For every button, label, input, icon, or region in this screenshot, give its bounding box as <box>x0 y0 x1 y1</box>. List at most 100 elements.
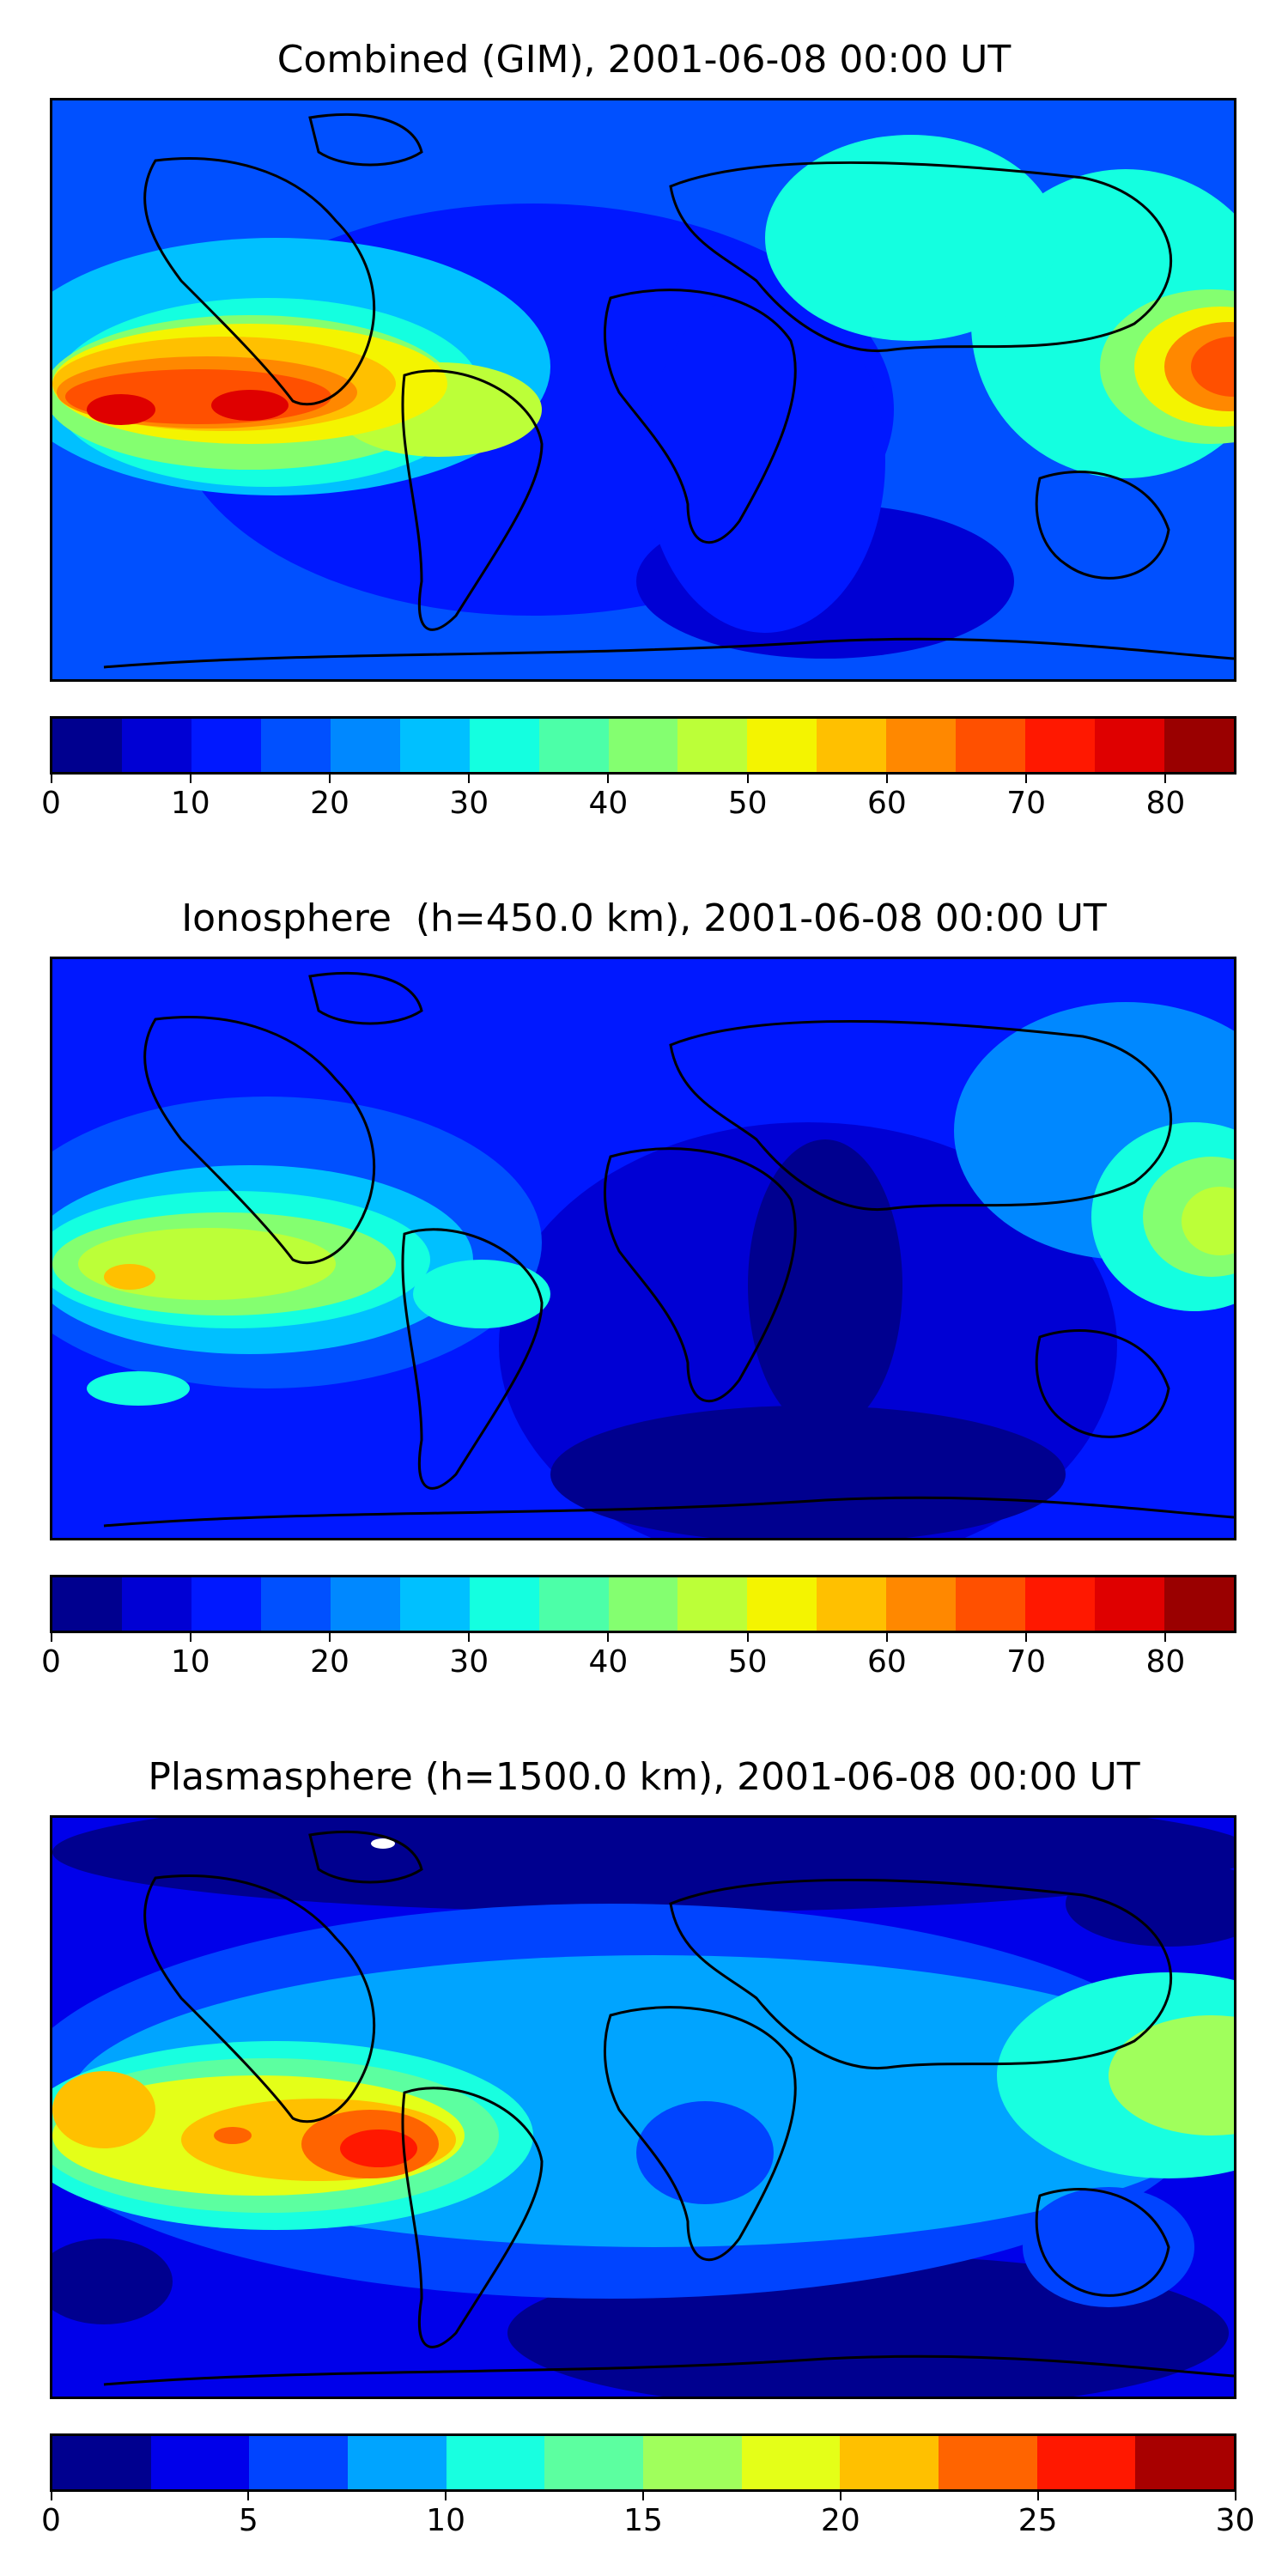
field-contours <box>52 135 1234 659</box>
colorbar-tick-label: 20 <box>310 1644 349 1680</box>
coastlines <box>103 112 1234 669</box>
colorbar-segment <box>348 2436 447 2489</box>
colorbar-tick-label: 20 <box>310 786 349 821</box>
panel-3-title: Plasmasphere (h=1500.0 km), 2001-06-08 0… <box>148 1755 1140 1799</box>
colorbar-tick-mark <box>885 1633 888 1642</box>
colorbar-tick-label: 50 <box>727 1644 768 1680</box>
colorbar-segment <box>330 1577 400 1631</box>
colorbar-segment <box>608 719 678 772</box>
colorbar-tick-label: 80 <box>1145 786 1186 821</box>
colorbar-tick-label: 0 <box>41 2503 61 2538</box>
colorbar-segment <box>956 719 1026 772</box>
field-contours <box>52 1818 1234 2397</box>
colorbar-tick-label: 10 <box>426 2503 466 2538</box>
colorbar-segment <box>643 2436 742 2489</box>
colorbar-segment <box>1135 2436 1234 2489</box>
coastlines <box>103 1830 1234 2386</box>
colorbar-segment <box>1025 1577 1096 1631</box>
colorbar-segment <box>886 719 957 772</box>
colorbar-segment <box>52 719 122 772</box>
colorbar-segment <box>677 1577 748 1631</box>
colorbar-tick-label: 40 <box>588 1644 629 1680</box>
colorbar-segment <box>399 1577 470 1631</box>
colorbar-tick-mark <box>247 2492 250 2500</box>
colorbar-tick-mark <box>746 1633 749 1642</box>
colorbar-tick-mark <box>50 2492 52 2500</box>
colorbar-tick-label: 50 <box>727 786 768 821</box>
colorbar-tick-mark <box>468 775 471 783</box>
colorbar-tick-mark <box>328 1633 331 1642</box>
colorbar-tick-label: 0 <box>41 786 61 821</box>
colorbar-tick-mark <box>1164 775 1167 783</box>
colorbar-tick-label: 70 <box>1006 1644 1047 1680</box>
panel-1-colorbar <box>50 716 1236 775</box>
colorbar-tick-label: 80 <box>1145 1644 1186 1680</box>
panel-1-map <box>50 98 1236 682</box>
colorbar-tick-label: 30 <box>449 1644 489 1680</box>
colorbar-segment <box>1095 719 1164 772</box>
panel-2-title: Ionosphere (h=450.0 km), 2001-06-08 00:0… <box>181 896 1107 940</box>
colorbar-segment <box>121 719 191 772</box>
colorbar-tick-label: 15 <box>623 2503 663 2538</box>
panel-1-colorbar-ticks: 0 10 20 30 40 50 60 70 80 <box>41 775 1236 826</box>
panel-3-colorbar-ticks: 0 5 10 15 20 25 30 <box>41 2492 1255 2543</box>
colorbar-segment <box>399 719 470 772</box>
colorbar-segment <box>1164 1577 1234 1631</box>
colorbar-tick-label: 10 <box>170 1644 210 1680</box>
colorbar-segment <box>956 1577 1026 1631</box>
colorbar-segment <box>817 719 887 772</box>
colorbar-segment <box>1025 719 1096 772</box>
colorbar-tick-mark <box>468 1633 471 1642</box>
colorbar-segment <box>886 1577 957 1631</box>
panel-2-colorbar-ticks: 0 10 20 30 40 50 60 70 80 <box>41 1633 1236 1685</box>
colorbar-segment <box>150 2436 250 2489</box>
colorbar-segment <box>260 1577 331 1631</box>
panel-1-title: Combined (GIM), 2001-06-08 00:00 UT <box>276 38 1012 82</box>
colorbar-segment <box>52 2436 151 2489</box>
colorbar-segment <box>1164 719 1234 772</box>
colorbar-tick-mark <box>885 775 888 783</box>
colorbar-segment <box>538 1577 609 1631</box>
colorbar-tick-mark <box>189 775 191 783</box>
colorbar-segment <box>544 2436 644 2489</box>
colorbar-tick-mark <box>189 1633 191 1642</box>
colorbar-segment <box>469 719 539 772</box>
colorbar-segment <box>939 2436 1037 2489</box>
colorbar-tick-mark <box>607 775 610 783</box>
colorbar-tick-mark <box>607 1633 610 1642</box>
colorbar-tick-label: 60 <box>867 786 907 821</box>
colorbar-segment <box>330 719 400 772</box>
colorbar-tick-mark <box>746 775 749 783</box>
colorbar-segment <box>191 719 261 772</box>
colorbar-segment <box>260 719 331 772</box>
colorbar-tick-mark <box>50 1633 52 1642</box>
colorbar-tick-label: 20 <box>820 2503 860 2538</box>
colorbar-tick-mark <box>328 775 331 783</box>
colorbar-tick-label: 60 <box>867 1644 907 1680</box>
colorbar-tick-mark <box>1164 1633 1167 1642</box>
colorbar-segment <box>52 1577 122 1631</box>
colorbar-tick-label: 25 <box>1018 2503 1058 2538</box>
colorbar-segment <box>1095 1577 1164 1631</box>
colorbar-tick-mark <box>445 2492 447 2500</box>
colorbar-segment <box>538 719 609 772</box>
colorbar-tick-mark <box>1025 1633 1028 1642</box>
colorbar-tick-label: 5 <box>238 2503 258 2538</box>
colorbar-segment <box>747 1577 817 1631</box>
colorbar-segment <box>840 2436 939 2489</box>
colorbar-segment <box>121 1577 191 1631</box>
colorbar-tick-label: 40 <box>588 786 629 821</box>
panel-3-map <box>50 1815 1236 2399</box>
colorbar-segment <box>741 2436 841 2489</box>
panel-3-colorbar <box>50 2433 1236 2492</box>
colorbar-segment <box>747 719 817 772</box>
colorbar-tick-mark <box>50 775 52 783</box>
colorbar-tick-mark <box>1036 2492 1039 2500</box>
colorbar-tick-label: 10 <box>170 786 210 821</box>
colorbar-segment <box>191 1577 261 1631</box>
colorbar-tick-label: 0 <box>41 1644 61 1680</box>
field-contours <box>52 1002 1234 1538</box>
colorbar-tick-label: 70 <box>1006 786 1047 821</box>
colorbar-segment <box>677 719 748 772</box>
colorbar-segment <box>249 2436 349 2489</box>
